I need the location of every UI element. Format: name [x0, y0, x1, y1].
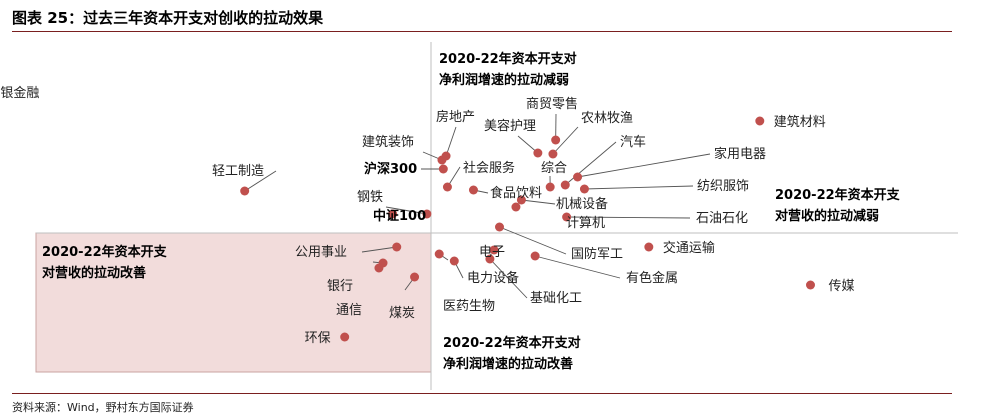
data-label-4: 中证100 — [373, 208, 426, 224]
data-label-1: 轻工制造 — [212, 164, 264, 179]
quadrant-label-top-line-1: 净利润增速的拉动减弱 — [439, 72, 569, 88]
data-label-20: 国防军工 — [571, 246, 623, 262]
lower-left-quadrant-shade — [35, 232, 432, 373]
source-note: 资料来源：Wind，野村东方国际证券 — [12, 401, 194, 414]
data-point-1 — [240, 186, 250, 196]
leader-line-20 — [499, 226, 567, 255]
quadrant-label-bottom-line-1: 净利润增速的拉动改善 — [443, 356, 573, 372]
data-point-7 — [441, 151, 451, 161]
data-point-20 — [495, 222, 504, 232]
data-point-2 — [755, 116, 765, 126]
quadrant-labels: 2020-22年资本开支对净利润增速的拉动减弱2020-22年资本开支对营收的拉… — [42, 51, 901, 372]
data-label-26: 医药生物 — [443, 299, 495, 314]
data-label-28: 公用事业 — [295, 245, 347, 260]
data-point-12 — [545, 182, 555, 192]
quadrant-label-top-line-0: 2020-22年资本开支对 — [439, 51, 577, 67]
leader-line-17 — [521, 199, 556, 205]
data-label-9: 商贸零售 — [526, 96, 578, 112]
data-label-3: 沪深300 — [364, 161, 417, 177]
data-label-19: 石油石化 — [696, 211, 748, 226]
data-point-5 — [422, 209, 432, 219]
leader-line-19 — [566, 216, 691, 219]
data-point-17 — [516, 195, 526, 205]
data-point-26 — [434, 249, 444, 259]
data-label-6: 建筑装饰 — [362, 134, 414, 150]
data-point-16 — [579, 184, 589, 194]
leader-line-16 — [584, 185, 694, 190]
data-point-14 — [573, 172, 583, 182]
data-point-3 — [438, 164, 448, 174]
data-label-12: 综合 — [541, 161, 567, 176]
data-label-18: 计算机 — [566, 216, 605, 231]
data-point-24 — [449, 256, 459, 266]
data-label-13: 汽车 — [620, 134, 646, 150]
data-point-21 — [644, 242, 654, 252]
data-label-31: 煤炭 — [389, 306, 415, 321]
data-label-30: 通信 — [336, 303, 362, 318]
data-label-2: 建筑材料 — [774, 114, 826, 130]
data-label-15: 食品饮料 — [490, 185, 542, 201]
data-point-15 — [468, 185, 478, 195]
data-label-32: 环保 — [305, 331, 331, 346]
leader-line-28 — [361, 246, 397, 253]
quadrant-label-left-line-1: 对营收的拉动改善 — [42, 265, 146, 281]
data-label-21: 交通运输 — [663, 240, 715, 256]
figure-title: 图表 25：过去三年资本开支对创收的拉动效果 — [12, 9, 324, 27]
data-point-31 — [410, 272, 420, 282]
data-point-4 — [388, 209, 398, 219]
data-label-16: 纺织服饰 — [697, 179, 749, 194]
quadrant-label-bottom-line-0: 2020-22年资本开支对 — [443, 335, 581, 351]
leader-line-14 — [577, 153, 711, 178]
leader-line-13 — [564, 141, 617, 186]
quadrant-label-left-line-0: 2020-22年资本开支 — [42, 244, 168, 260]
data-point-30 — [374, 263, 384, 273]
data-markers — [240, 116, 815, 342]
quadrant-label-right-line-0: 2020-22年资本开支 — [775, 187, 901, 203]
data-point-18 — [511, 202, 521, 212]
leader-line-25 — [489, 258, 528, 299]
data-label-29: 银行 — [327, 279, 353, 294]
data-label-8: 美容护理 — [484, 118, 536, 134]
data-point-28 — [392, 242, 402, 252]
data-label-27: 传媒 — [828, 279, 854, 294]
data-point-11 — [442, 182, 452, 192]
leader-line-7 — [445, 126, 457, 157]
data-label-10: 农林牧渔 — [581, 111, 633, 126]
data-label-17: 机械设备 — [556, 196, 608, 212]
bottom-rule — [12, 393, 952, 394]
quadrant-label-right-line-1: 对营收的拉动减弱 — [775, 208, 879, 224]
data-label-5: 钢铁 — [357, 190, 383, 205]
data-label-0: 非银金融 — [0, 85, 39, 101]
data-label-23: 有色金属 — [626, 270, 678, 286]
data-label-14: 家用电器 — [714, 146, 766, 162]
data-point-10 — [548, 149, 558, 159]
leader-line-23 — [535, 255, 621, 279]
leader-line-1 — [244, 170, 277, 192]
data-point-19 — [562, 212, 572, 222]
data-label-25: 基础化工 — [530, 291, 582, 306]
data-point-27 — [805, 280, 815, 290]
data-label-22: 电子 — [479, 245, 505, 260]
leader-line-10 — [552, 126, 579, 155]
title-rule — [12, 31, 952, 32]
data-point-32 — [340, 332, 350, 342]
data-label-11: 社会服务 — [463, 160, 515, 176]
data-point-8 — [533, 148, 543, 158]
data-label-7: 房地产 — [436, 109, 475, 125]
data-point-13 — [560, 180, 570, 190]
leader-line-5 — [385, 206, 427, 215]
data-point-23 — [530, 251, 540, 261]
data-point-25 — [485, 254, 495, 264]
data-point-22 — [489, 245, 499, 255]
data-point-9 — [551, 135, 561, 145]
data-label-24: 电力设备 — [467, 270, 519, 286]
